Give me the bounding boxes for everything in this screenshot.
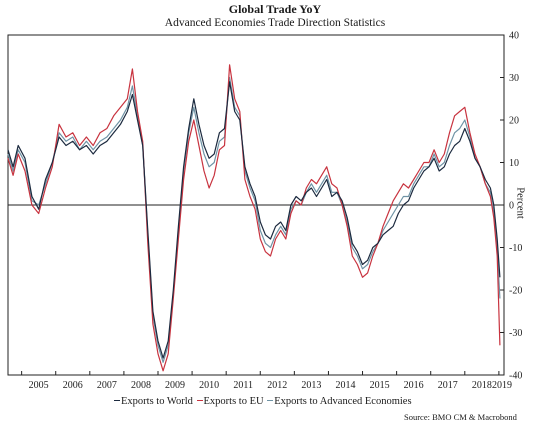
legend-label: Exports to World [121,396,193,407]
series-line-2 [7,76,501,363]
legend-item-world: Exports to World [114,396,193,407]
x-tick-label: 2006 [63,380,83,391]
legend: Exports to World Exports to EU Exports t… [114,396,413,407]
legend-label: Exports to Advanced Economies [274,396,412,407]
x-tick-label: 2018 [472,380,492,391]
x-tick-label: 2005 [29,380,49,391]
y-tick-label: 20 [509,116,519,127]
legend-swatch [267,400,274,402]
chart-title: Global Trade YoY [228,2,322,16]
x-tick-label: 2016 [404,380,424,391]
x-tick-label: 2015 [370,380,390,391]
legend-swatch [196,400,203,402]
x-tick-label: 2010 [199,380,219,391]
y-tick-label: 40 [509,31,519,42]
y-axis: 40 30 20 10 0 -10 -20 -30 -40 [500,31,522,382]
series-line-1 [7,64,501,372]
y-tick-label: -40 [509,371,522,382]
x-tick-label: 2009 [165,380,185,391]
y-tick-label: -30 [509,328,522,339]
x-tick-label: 2011 [233,380,253,391]
x-tick-label: 2017 [438,380,458,391]
x-tick-label: 2013 [301,380,321,391]
y-tick-label: -10 [509,243,522,254]
chart-subtitle: Advanced Economies Trade Direction Stati… [164,17,386,29]
y-tick-label: 30 [509,73,519,84]
x-tick-label: 2007 [97,380,117,391]
y-tick-label: -20 [509,286,522,297]
series-line-0 [7,81,501,359]
source-note: Source: BMO CM & Macrobond [404,412,517,422]
y-tick-label: 0 [509,201,514,212]
series-lines [7,64,501,372]
x-tick-label: 2012 [267,380,287,391]
x-tick-label: 2014 [335,380,355,391]
y-tick-label: 10 [509,158,519,169]
legend-label: Exports to EU [203,396,264,407]
y-axis-label: Percent [514,187,526,219]
x-axis: 2005 2006 2007 2008 2009 2010 2011 2012 2013 2014… [21,371,512,391]
legend-swatch [114,400,120,402]
legend-item-eu: Exports to EU [196,396,264,407]
x-tick-label: 2019 [492,380,512,391]
legend-item-advanced: Exports to Advanced Economies [267,396,412,407]
x-tick-label: 2008 [131,380,151,391]
